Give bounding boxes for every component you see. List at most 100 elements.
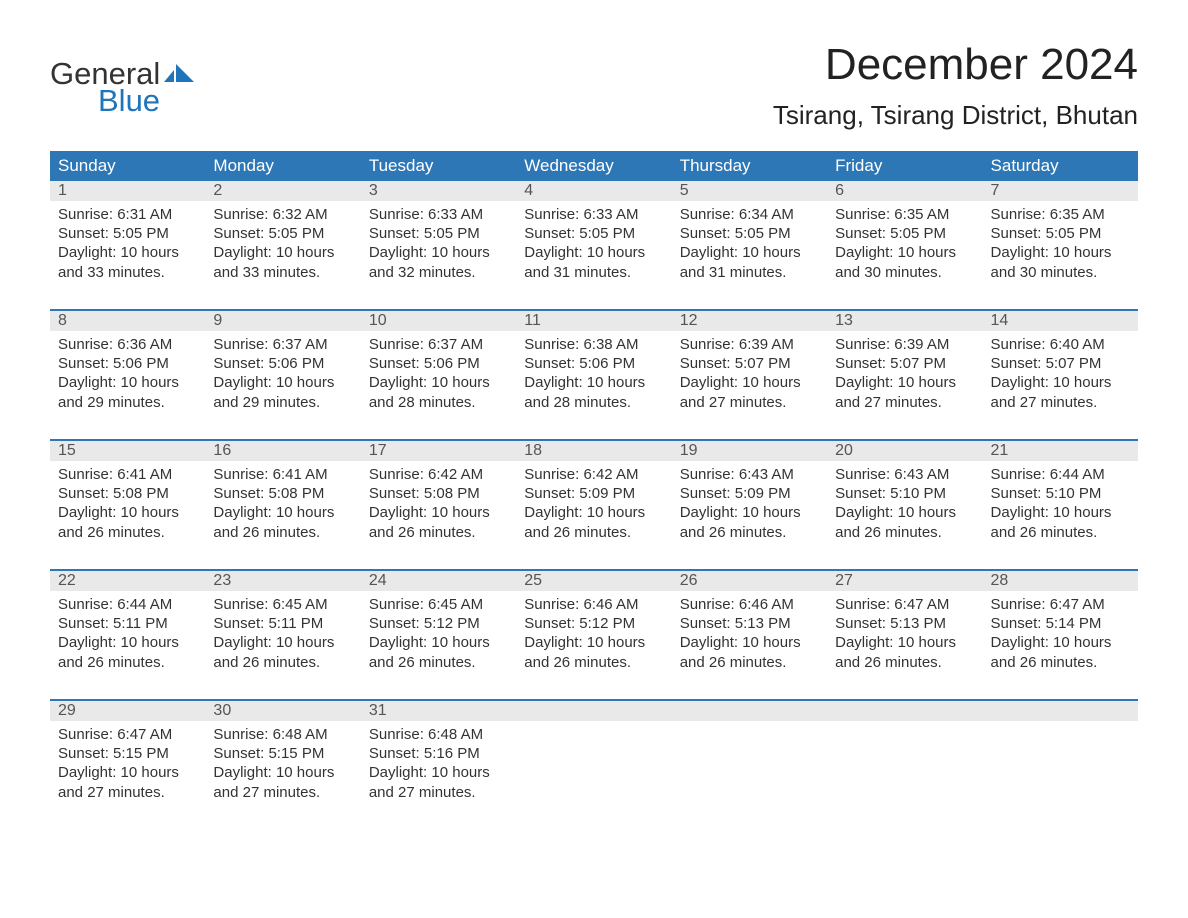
sunrise-text: Sunrise: 6:48 AM	[213, 725, 352, 744]
sunrise-text: Sunrise: 6:36 AM	[58, 335, 197, 354]
daylight-line2: and 26 minutes.	[835, 653, 974, 672]
calendar-cell: 6Sunrise: 6:35 AMSunset: 5:05 PMDaylight…	[827, 181, 982, 309]
sunrise-text: Sunrise: 6:46 AM	[680, 595, 819, 614]
calendar-week: 8Sunrise: 6:36 AMSunset: 5:06 PMDaylight…	[50, 309, 1138, 439]
day-data: Sunrise: 6:48 AMSunset: 5:15 PMDaylight:…	[205, 721, 360, 808]
sunset-text: Sunset: 5:15 PM	[213, 744, 352, 763]
sunset-text: Sunset: 5:12 PM	[369, 614, 508, 633]
day-number: 4	[516, 181, 671, 201]
sunrise-text: Sunrise: 6:46 AM	[524, 595, 663, 614]
day-data: Sunrise: 6:37 AMSunset: 5:06 PMDaylight:…	[205, 331, 360, 418]
sunset-text: Sunset: 5:05 PM	[680, 224, 819, 243]
day-header: Thursday	[672, 151, 827, 181]
day-data: Sunrise: 6:35 AMSunset: 5:05 PMDaylight:…	[983, 201, 1138, 288]
day-header: Monday	[205, 151, 360, 181]
day-number: 25	[516, 571, 671, 591]
day-data: Sunrise: 6:36 AMSunset: 5:06 PMDaylight:…	[50, 331, 205, 418]
calendar-cell	[827, 701, 982, 829]
day-number: 24	[361, 571, 516, 591]
day-number: 26	[672, 571, 827, 591]
daylight-line1: Daylight: 10 hours	[369, 503, 508, 522]
daylight-line1: Daylight: 10 hours	[58, 373, 197, 392]
day-number: 8	[50, 311, 205, 331]
day-data: Sunrise: 6:42 AMSunset: 5:08 PMDaylight:…	[361, 461, 516, 548]
sunrise-text: Sunrise: 6:48 AM	[369, 725, 508, 744]
daylight-line1: Daylight: 10 hours	[369, 763, 508, 782]
sunset-text: Sunset: 5:06 PM	[213, 354, 352, 373]
sunrise-text: Sunrise: 6:45 AM	[369, 595, 508, 614]
calendar-cell: 3Sunrise: 6:33 AMSunset: 5:05 PMDaylight…	[361, 181, 516, 309]
daylight-line2: and 30 minutes.	[835, 263, 974, 282]
sunrise-text: Sunrise: 6:45 AM	[213, 595, 352, 614]
calendar-cell: 20Sunrise: 6:43 AMSunset: 5:10 PMDayligh…	[827, 441, 982, 569]
day-number: 30	[205, 701, 360, 721]
daylight-line2: and 27 minutes.	[369, 783, 508, 802]
sunset-text: Sunset: 5:08 PM	[213, 484, 352, 503]
daylight-line1: Daylight: 10 hours	[58, 763, 197, 782]
day-number: 14	[983, 311, 1138, 331]
location-text: Tsirang, Tsirang District, Bhutan	[773, 100, 1138, 131]
day-data: Sunrise: 6:43 AMSunset: 5:09 PMDaylight:…	[672, 461, 827, 548]
calendar-cell: 12Sunrise: 6:39 AMSunset: 5:07 PMDayligh…	[672, 311, 827, 439]
daylight-line1: Daylight: 10 hours	[524, 633, 663, 652]
sunrise-text: Sunrise: 6:44 AM	[991, 465, 1130, 484]
calendar-cell: 5Sunrise: 6:34 AMSunset: 5:05 PMDaylight…	[672, 181, 827, 309]
calendar-cell	[516, 701, 671, 829]
calendar: SundayMondayTuesdayWednesdayThursdayFrid…	[50, 151, 1138, 829]
day-data: Sunrise: 6:31 AMSunset: 5:05 PMDaylight:…	[50, 201, 205, 288]
sunrise-text: Sunrise: 6:35 AM	[835, 205, 974, 224]
calendar-cell: 26Sunrise: 6:46 AMSunset: 5:13 PMDayligh…	[672, 571, 827, 699]
month-title: December 2024	[773, 40, 1138, 90]
calendar-cell: 2Sunrise: 6:32 AMSunset: 5:05 PMDaylight…	[205, 181, 360, 309]
header: General Blue December 2024 Tsirang, Tsir…	[50, 40, 1138, 131]
day-number	[827, 701, 982, 721]
daylight-line1: Daylight: 10 hours	[58, 503, 197, 522]
day-data: Sunrise: 6:47 AMSunset: 5:13 PMDaylight:…	[827, 591, 982, 678]
calendar-cell: 23Sunrise: 6:45 AMSunset: 5:11 PMDayligh…	[205, 571, 360, 699]
calendar-cell: 31Sunrise: 6:48 AMSunset: 5:16 PMDayligh…	[361, 701, 516, 829]
sunrise-text: Sunrise: 6:37 AM	[213, 335, 352, 354]
day-data: Sunrise: 6:46 AMSunset: 5:12 PMDaylight:…	[516, 591, 671, 678]
daylight-line2: and 31 minutes.	[680, 263, 819, 282]
daylight-line2: and 26 minutes.	[835, 523, 974, 542]
daylight-line1: Daylight: 10 hours	[835, 373, 974, 392]
calendar-cell: 25Sunrise: 6:46 AMSunset: 5:12 PMDayligh…	[516, 571, 671, 699]
daylight-line1: Daylight: 10 hours	[58, 633, 197, 652]
sunset-text: Sunset: 5:09 PM	[524, 484, 663, 503]
daylight-line2: and 26 minutes.	[524, 523, 663, 542]
day-number: 12	[672, 311, 827, 331]
sunset-text: Sunset: 5:07 PM	[680, 354, 819, 373]
sunset-text: Sunset: 5:11 PM	[213, 614, 352, 633]
day-number: 1	[50, 181, 205, 201]
daylight-line2: and 33 minutes.	[213, 263, 352, 282]
sunrise-text: Sunrise: 6:38 AM	[524, 335, 663, 354]
daylight-line2: and 27 minutes.	[58, 783, 197, 802]
calendar-cell: 16Sunrise: 6:41 AMSunset: 5:08 PMDayligh…	[205, 441, 360, 569]
calendar-week: 15Sunrise: 6:41 AMSunset: 5:08 PMDayligh…	[50, 439, 1138, 569]
sunset-text: Sunset: 5:05 PM	[524, 224, 663, 243]
day-data: Sunrise: 6:39 AMSunset: 5:07 PMDaylight:…	[827, 331, 982, 418]
day-number: 7	[983, 181, 1138, 201]
day-data: Sunrise: 6:41 AMSunset: 5:08 PMDaylight:…	[50, 461, 205, 548]
daylight-line2: and 26 minutes.	[524, 653, 663, 672]
day-number: 3	[361, 181, 516, 201]
sunrise-text: Sunrise: 6:32 AM	[213, 205, 352, 224]
day-header: Sunday	[50, 151, 205, 181]
day-number: 15	[50, 441, 205, 461]
calendar-cell: 4Sunrise: 6:33 AMSunset: 5:05 PMDaylight…	[516, 181, 671, 309]
sunset-text: Sunset: 5:05 PM	[369, 224, 508, 243]
sunrise-text: Sunrise: 6:42 AM	[369, 465, 508, 484]
day-data: Sunrise: 6:33 AMSunset: 5:05 PMDaylight:…	[361, 201, 516, 288]
day-data: Sunrise: 6:34 AMSunset: 5:05 PMDaylight:…	[672, 201, 827, 288]
daylight-line1: Daylight: 10 hours	[680, 243, 819, 262]
day-number: 11	[516, 311, 671, 331]
daylight-line1: Daylight: 10 hours	[524, 243, 663, 262]
day-number: 28	[983, 571, 1138, 591]
day-data: Sunrise: 6:37 AMSunset: 5:06 PMDaylight:…	[361, 331, 516, 418]
sunset-text: Sunset: 5:08 PM	[369, 484, 508, 503]
daylight-line2: and 33 minutes.	[58, 263, 197, 282]
day-data: Sunrise: 6:48 AMSunset: 5:16 PMDaylight:…	[361, 721, 516, 808]
sunrise-text: Sunrise: 6:39 AM	[680, 335, 819, 354]
sunset-text: Sunset: 5:06 PM	[58, 354, 197, 373]
sunrise-text: Sunrise: 6:33 AM	[369, 205, 508, 224]
